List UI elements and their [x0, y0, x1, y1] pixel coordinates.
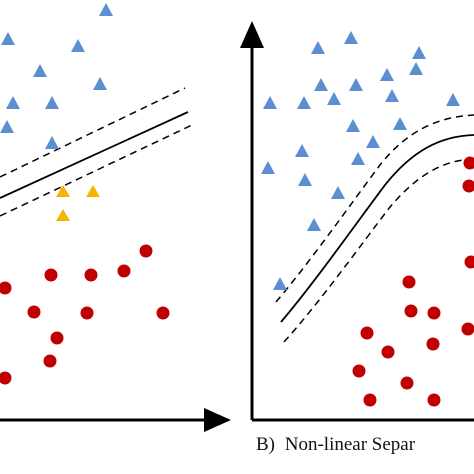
- circle-point: [84, 268, 98, 282]
- circle-point: [0, 371, 12, 385]
- circle-point: [381, 345, 395, 359]
- circle-point: [426, 337, 440, 351]
- circle-point: [404, 304, 418, 318]
- circle-point: [427, 393, 441, 407]
- triangle-point: [273, 277, 287, 290]
- highlighted-triangle-point: [56, 185, 70, 197]
- panel-b-label: B): [256, 434, 275, 455]
- triangle-point: [327, 92, 341, 105]
- triangle-point: [331, 186, 345, 199]
- panel-b-caption-text: Non-linear Separ: [285, 434, 416, 455]
- triangle-point: [71, 39, 85, 52]
- circle-point: [27, 305, 41, 319]
- circle-point: [461, 322, 474, 336]
- panel-b-decision-boundary: [280, 134, 474, 323]
- triangle-point: [346, 119, 360, 132]
- circle-point: [427, 306, 441, 320]
- circle-point: [363, 393, 377, 407]
- panel-b: B) Non-linear Separ: [240, 21, 474, 455]
- triangle-point: [1, 32, 15, 45]
- panel-a-decision-boundary: [0, 111, 189, 199]
- circle-point: [400, 376, 414, 390]
- circle-point: [43, 354, 57, 368]
- panel-b-caption: B) Non-linear Separ: [256, 434, 416, 455]
- triangle-point: [311, 41, 325, 54]
- circle-point: [352, 364, 366, 378]
- circle-point: [360, 326, 374, 340]
- triangle-point: [409, 62, 423, 75]
- circle-point: [463, 156, 474, 170]
- panel-b-margin-lower: [283, 158, 474, 343]
- triangle-point: [263, 96, 277, 109]
- triangle-point: [6, 96, 20, 109]
- triangle-point: [307, 218, 321, 231]
- triangle-point: [344, 31, 358, 44]
- circle-point: [139, 244, 153, 258]
- triangle-point: [393, 117, 407, 130]
- panel-a-margin-lower: [0, 124, 193, 217]
- triangle-point: [349, 78, 363, 91]
- triangle-point: [99, 3, 113, 16]
- circle-point: [80, 306, 94, 320]
- circle-point: [50, 331, 64, 345]
- highlighted-triangle-point: [86, 185, 100, 197]
- triangle-point: [385, 89, 399, 102]
- panel-a-class-circles: [0, 244, 170, 385]
- triangle-point: [366, 135, 380, 148]
- circle-point: [117, 264, 131, 278]
- triangle-point: [446, 93, 460, 106]
- circle-point: [44, 268, 58, 282]
- triangle-point: [412, 46, 426, 59]
- triangle-point: [93, 77, 107, 90]
- triangle-point: [0, 120, 14, 133]
- circle-point: [462, 179, 474, 193]
- panel-b-margin-upper: [275, 114, 474, 303]
- highlighted-triangle-point: [56, 209, 70, 221]
- panel-b-class-triangles: [261, 31, 460, 290]
- circle-point: [156, 306, 170, 320]
- circle-point: [0, 281, 12, 295]
- circle-point: [402, 275, 416, 289]
- triangle-point: [45, 136, 59, 149]
- triangle-point: [261, 161, 275, 174]
- triangle-point: [295, 144, 309, 157]
- triangle-point: [45, 96, 59, 109]
- panel-a-highlighted-triangles: [56, 185, 100, 221]
- triangle-point: [297, 96, 311, 109]
- panel-a: [0, 3, 231, 432]
- panel-a-margin-upper: [0, 87, 186, 178]
- panel-a-class-triangles: [0, 3, 113, 149]
- panel-b-class-circles: [352, 156, 474, 407]
- triangle-point: [33, 64, 47, 77]
- triangle-point: [351, 152, 365, 165]
- triangle-point: [298, 173, 312, 186]
- triangle-point: [314, 78, 328, 91]
- triangle-point: [380, 68, 394, 81]
- circle-point: [464, 255, 474, 269]
